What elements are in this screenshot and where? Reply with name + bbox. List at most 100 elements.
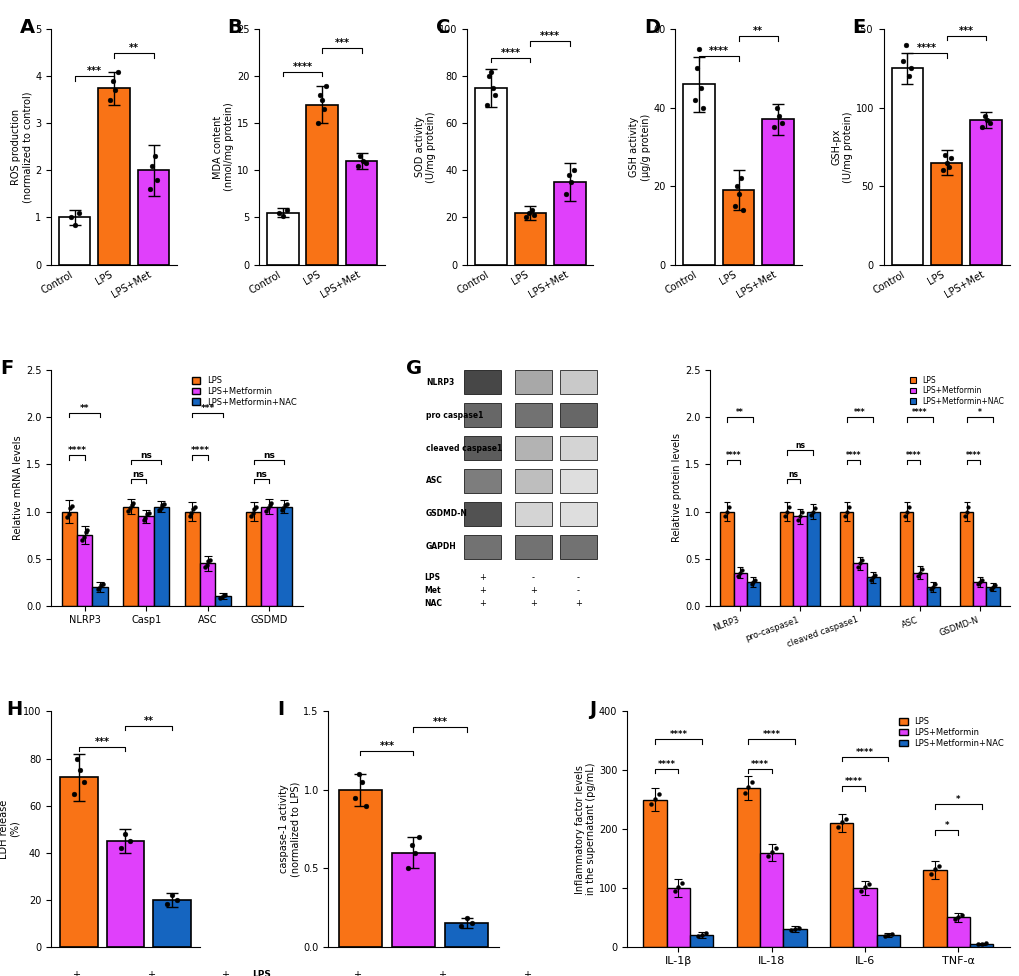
Text: ****: **** bbox=[845, 451, 860, 460]
Point bbox=[351, 766, 367, 782]
Point bbox=[312, 87, 328, 102]
Bar bbox=[719, 511, 733, 606]
Bar bbox=[683, 84, 714, 264]
Point bbox=[248, 499, 264, 514]
Point bbox=[72, 762, 89, 778]
Point bbox=[829, 819, 846, 834]
Y-axis label: GSH activity
(μg/g protein): GSH activity (μg/g protein) bbox=[629, 113, 650, 181]
Point bbox=[181, 508, 198, 524]
Point bbox=[766, 840, 783, 856]
Point bbox=[922, 582, 938, 597]
Point bbox=[314, 92, 330, 107]
Point bbox=[736, 785, 752, 800]
Bar bbox=[783, 929, 806, 947]
Text: **: ** bbox=[736, 408, 743, 418]
Bar bbox=[891, 68, 922, 264]
Point bbox=[149, 172, 165, 187]
Text: +: + bbox=[479, 586, 486, 594]
Bar bbox=[666, 888, 690, 947]
Point bbox=[849, 559, 865, 575]
Point bbox=[969, 577, 985, 592]
Point bbox=[184, 501, 201, 516]
Point bbox=[719, 499, 736, 514]
Point bbox=[969, 936, 985, 952]
Point bbox=[909, 568, 925, 584]
Bar bbox=[559, 370, 596, 394]
Bar bbox=[62, 511, 77, 606]
Y-axis label: Relative protein levels: Relative protein levels bbox=[672, 433, 682, 543]
Text: pro caspase1: pro caspase1 bbox=[426, 411, 483, 420]
Bar bbox=[153, 900, 191, 947]
Point bbox=[733, 562, 749, 578]
Point bbox=[743, 774, 759, 790]
Point bbox=[245, 506, 261, 521]
Text: +: + bbox=[221, 970, 229, 976]
Bar bbox=[464, 535, 501, 558]
Y-axis label: Inflammatory factor levels
in the supernatant (pg/mL): Inflammatory factor levels in the supern… bbox=[574, 763, 595, 895]
Point bbox=[168, 892, 184, 908]
Point bbox=[74, 532, 91, 548]
Point bbox=[746, 572, 762, 588]
Point bbox=[900, 499, 916, 514]
Point bbox=[853, 552, 869, 568]
Point bbox=[404, 837, 420, 853]
Point bbox=[793, 505, 809, 520]
Text: GAPDH: GAPDH bbox=[426, 543, 457, 551]
Text: I: I bbox=[277, 700, 284, 718]
Point bbox=[973, 936, 989, 952]
Point bbox=[913, 561, 929, 577]
Point bbox=[984, 579, 1001, 594]
Text: +: + bbox=[147, 970, 155, 976]
Text: ****: **** bbox=[500, 48, 520, 58]
Point bbox=[350, 158, 366, 174]
Point bbox=[959, 499, 975, 514]
Point bbox=[270, 205, 286, 221]
Point bbox=[740, 779, 756, 794]
Text: A: A bbox=[19, 18, 35, 36]
Point bbox=[112, 840, 128, 856]
Text: Met: Met bbox=[424, 586, 440, 594]
Point bbox=[559, 167, 576, 183]
Text: *: * bbox=[955, 794, 960, 804]
Point bbox=[458, 911, 474, 926]
Point bbox=[879, 927, 896, 943]
Text: ****: **** bbox=[668, 730, 687, 739]
Text: NLRP3: NLRP3 bbox=[426, 378, 453, 386]
Text: J: J bbox=[588, 700, 595, 718]
Point bbox=[694, 100, 710, 115]
Point bbox=[125, 495, 142, 510]
Text: +: + bbox=[523, 970, 531, 976]
Bar bbox=[946, 917, 969, 947]
Point bbox=[566, 163, 582, 179]
Text: B: B bbox=[227, 18, 243, 36]
Bar bbox=[200, 563, 215, 606]
Bar bbox=[793, 516, 806, 606]
Point bbox=[864, 570, 880, 586]
Point bbox=[90, 582, 106, 597]
Point bbox=[139, 507, 155, 522]
Bar bbox=[690, 935, 712, 947]
Bar bbox=[138, 171, 169, 264]
Text: H: H bbox=[6, 700, 22, 718]
Point bbox=[780, 499, 796, 514]
Point bbox=[646, 791, 662, 806]
Point bbox=[66, 786, 83, 801]
Point bbox=[263, 495, 279, 510]
Bar bbox=[969, 120, 1001, 264]
Point bbox=[62, 501, 78, 516]
Bar bbox=[722, 190, 754, 264]
Point bbox=[690, 41, 706, 57]
Point bbox=[770, 107, 787, 123]
Bar bbox=[515, 469, 551, 493]
Point bbox=[258, 503, 274, 518]
Bar bbox=[445, 923, 487, 947]
Bar bbox=[912, 573, 925, 606]
Bar bbox=[515, 535, 551, 558]
Point bbox=[896, 508, 912, 524]
Point bbox=[790, 919, 806, 935]
Point bbox=[875, 928, 892, 944]
Bar bbox=[392, 853, 434, 947]
Text: +: + bbox=[529, 586, 536, 594]
Text: ***: *** bbox=[379, 741, 394, 751]
Bar bbox=[829, 823, 853, 947]
